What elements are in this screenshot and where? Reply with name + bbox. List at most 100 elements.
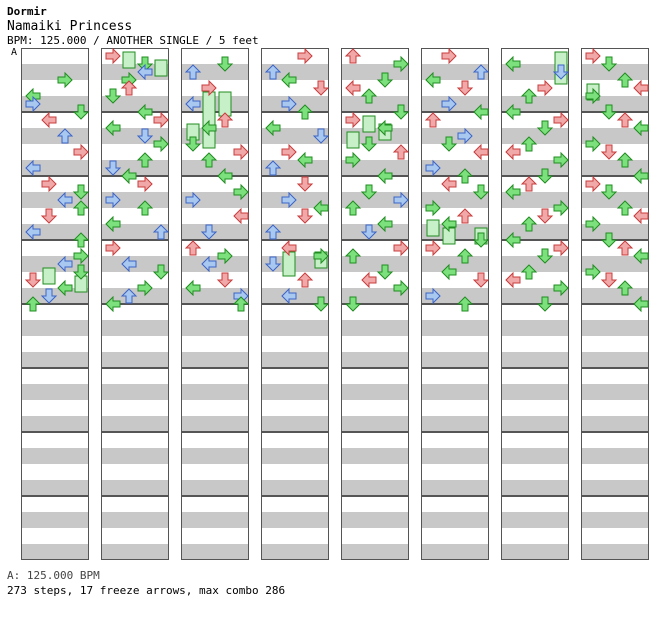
up-arrow	[520, 264, 538, 280]
beat-stripe	[341, 416, 409, 432]
left-arrow	[281, 71, 297, 89]
up-arrow	[136, 152, 154, 168]
measure-box	[181, 304, 249, 368]
right-arrow	[105, 191, 121, 209]
beat-stripe	[501, 448, 569, 464]
down-arrow	[600, 272, 618, 288]
beat-stripe	[581, 352, 649, 368]
measure-box	[421, 112, 489, 176]
right-arrow	[585, 263, 601, 281]
left-arrow	[41, 111, 57, 129]
right-arrow	[137, 279, 153, 297]
down-arrow	[312, 296, 330, 312]
beat-stripe	[181, 544, 249, 560]
right-arrow	[345, 111, 361, 129]
measure-box	[341, 240, 409, 304]
down-arrow	[136, 128, 154, 144]
up-arrow	[616, 112, 634, 128]
up-arrow	[616, 72, 634, 88]
beat-stripe	[261, 448, 329, 464]
measure-box	[21, 432, 89, 496]
left-arrow	[505, 103, 521, 121]
beat-stripe	[101, 416, 169, 432]
measure-box	[101, 368, 169, 432]
measure-box	[261, 368, 329, 432]
beat-stripe	[501, 96, 569, 112]
right-arrow	[41, 175, 57, 193]
right-arrow	[313, 247, 329, 265]
left-arrow	[345, 79, 361, 97]
left-arrow	[201, 119, 217, 137]
measure-box	[341, 496, 409, 560]
beat-stripe	[101, 64, 169, 80]
beat-stripe	[341, 160, 409, 176]
beat-stripe	[501, 352, 569, 368]
measure-box	[261, 496, 329, 560]
left-arrow	[105, 295, 121, 313]
freeze-arrow	[122, 51, 136, 69]
beat-stripe	[341, 384, 409, 400]
right-arrow	[233, 183, 249, 201]
up-arrow	[520, 136, 538, 152]
beat-stripe	[341, 352, 409, 368]
up-arrow	[520, 176, 538, 192]
left-arrow	[633, 79, 649, 97]
beat-stripe	[21, 192, 89, 208]
down-arrow	[72, 104, 90, 120]
down-arrow	[104, 88, 122, 104]
down-arrow	[456, 80, 474, 96]
beat-stripe	[261, 64, 329, 80]
right-arrow	[73, 143, 89, 161]
left-arrow	[121, 167, 137, 185]
measure-box	[181, 496, 249, 560]
beat-stripe	[581, 416, 649, 432]
right-arrow	[585, 47, 601, 65]
beat-stripe	[421, 128, 489, 144]
left-arrow	[105, 119, 121, 137]
beat-stripe	[21, 128, 89, 144]
up-arrow	[232, 296, 250, 312]
beat-stripe	[421, 512, 489, 528]
measure-box	[501, 432, 569, 496]
beat-stripe	[341, 512, 409, 528]
measure-box	[341, 176, 409, 240]
left-arrow	[185, 95, 201, 113]
measure-box	[421, 496, 489, 560]
left-arrow	[633, 167, 649, 185]
down-arrow	[600, 184, 618, 200]
left-arrow	[265, 119, 281, 137]
measure-box	[421, 368, 489, 432]
beat-stripe	[181, 64, 249, 80]
right-arrow	[393, 279, 409, 297]
up-arrow	[344, 200, 362, 216]
measure-box	[501, 368, 569, 432]
down-arrow	[72, 184, 90, 200]
down-arrow	[536, 248, 554, 264]
beat-stripe	[181, 448, 249, 464]
beat-stripe	[261, 480, 329, 496]
down-arrow	[24, 272, 42, 288]
down-arrow	[392, 104, 410, 120]
artist-name: Dormir	[7, 5, 47, 18]
left-arrow	[25, 159, 41, 177]
left-arrow	[25, 223, 41, 241]
measure-box	[101, 304, 169, 368]
down-arrow	[312, 80, 330, 96]
left-arrow	[57, 279, 73, 297]
beat-stripe	[261, 512, 329, 528]
beat-stripe	[21, 416, 89, 432]
right-arrow	[393, 55, 409, 73]
left-arrow	[441, 175, 457, 193]
right-arrow	[393, 191, 409, 209]
beat-stripe	[261, 416, 329, 432]
right-arrow	[153, 111, 169, 129]
beat-stripe	[21, 96, 89, 112]
beat-stripe	[101, 224, 169, 240]
right-arrow	[201, 79, 217, 97]
up-arrow	[616, 152, 634, 168]
measure-box	[21, 368, 89, 432]
measure-box	[181, 240, 249, 304]
beat-stripe	[501, 64, 569, 80]
down-arrow	[360, 136, 378, 152]
right-arrow	[345, 151, 361, 169]
